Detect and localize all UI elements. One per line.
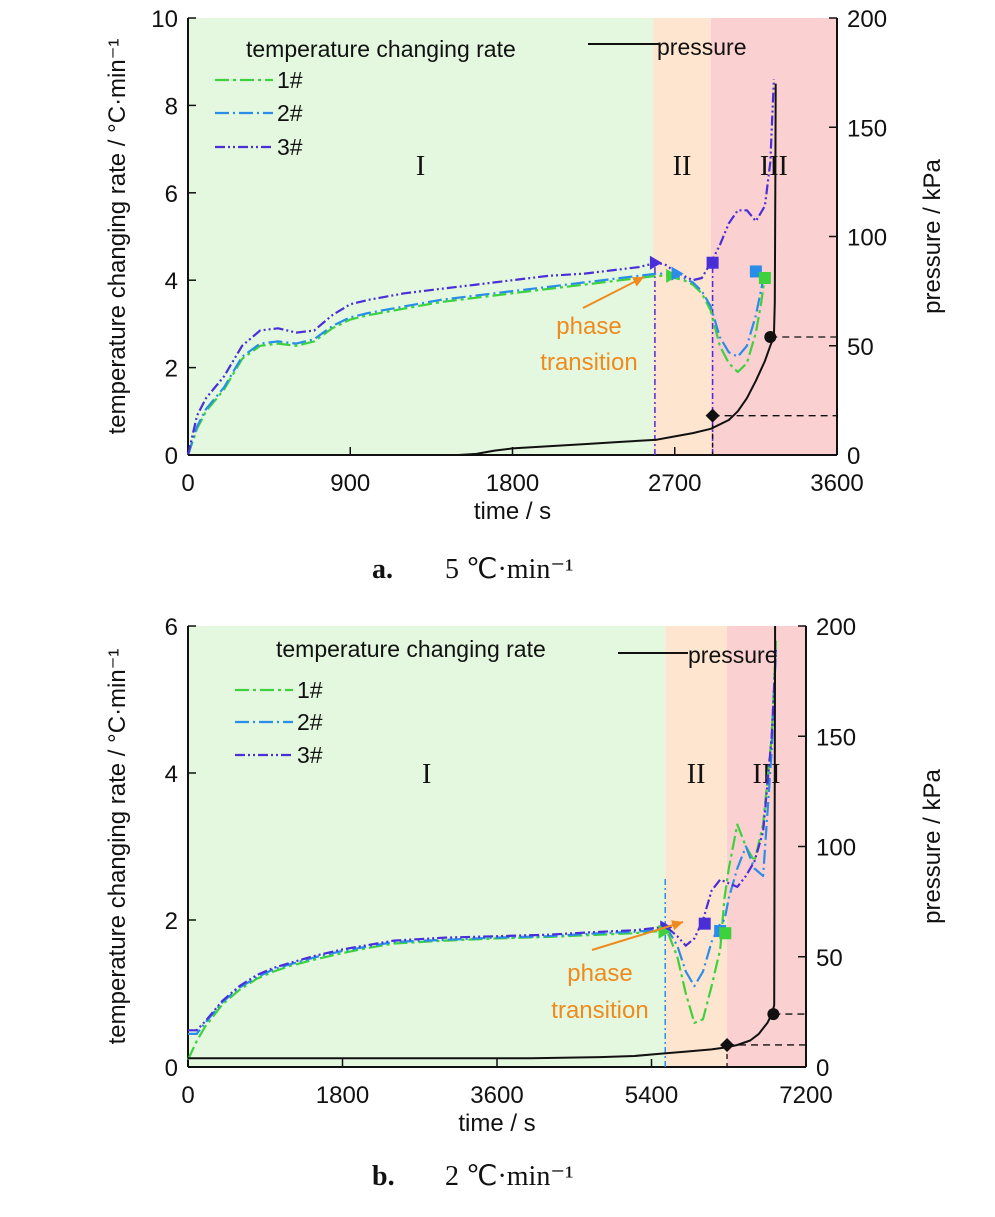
series-line-2 [186,271,766,456]
legend-label-3: 3# [297,742,323,768]
x-tick-label: 2700 [648,470,701,497]
region-2-label: II [687,759,706,790]
region-3-band [727,626,806,1067]
legend-pressure-label: pressure [688,642,777,668]
y-tick-label: 2 [165,356,178,383]
region-2-band [653,18,711,455]
y2-axis-label: pressure / kPa [919,158,946,313]
x-tick-label: 3600 [810,470,863,497]
series-line-2 [188,647,778,1035]
legend-pressure-label: pressure [657,34,746,60]
y-tick-label: 4 [165,268,178,295]
annotation-line2: transition [551,997,648,1024]
y-tick-label: 8 [165,93,178,120]
y-axis-label: temperature changing rate / °C·min⁻¹ [104,649,131,1045]
annotation-line2: transition [540,349,637,376]
caption-text: 2 ℃·min⁻¹ [445,1161,574,1192]
region-1-label: I [422,759,431,790]
annotation-arrow-shaft [591,921,684,951]
y-tick-label: 6 [165,614,178,641]
transition-marker-square [719,927,732,940]
region-1-label: I [416,151,425,182]
annotation-line1: phase [567,960,632,987]
annotation-line1: phase [556,313,621,340]
transition-marker-square [706,256,719,269]
y-tick-label: 4 [165,761,178,788]
x-tick-label: 0 [181,470,194,497]
y2-tick-label: 200 [847,6,887,33]
region-2-band [665,626,728,1067]
y2-tick-label: 200 [816,614,856,641]
series-line-1 [186,274,766,456]
transition-marker-triangle [649,255,662,270]
annotation-arrow-head [632,277,644,287]
y2-tick-label: 150 [847,115,887,142]
pressure-marker-dot [767,1008,780,1021]
y-tick-label: 0 [165,1055,178,1082]
series-line-1 [187,640,778,1061]
y-tick-label: 6 [165,181,178,208]
y-tick-label: 10 [151,6,178,33]
legend-label-2: 2# [277,100,303,126]
y2-tick-label: 50 [816,945,843,972]
x-tick-label: 900 [330,470,370,497]
x-tick-label: 7200 [779,1082,832,1109]
y2-tick-label: 0 [816,1055,829,1082]
region-3-band [710,18,837,455]
legend-title: temperature changing rate [276,636,546,662]
region-1-band [188,626,666,1067]
y-tick-label: 0 [165,443,178,470]
x-tick-label: 3600 [470,1082,523,1109]
series-line-3 [188,647,778,1032]
series-line-3 [186,79,775,456]
x-tick-label: 0 [181,1082,194,1109]
y-axis-label: temperature changing rate / °C·min⁻¹ [104,39,131,435]
series-line-pressure [188,83,777,456]
caption-letter: b. [372,1161,395,1192]
x-axis-label: time / s [474,498,551,525]
pressure-marker-dot [764,331,777,344]
transition-marker-square [758,272,771,285]
legend-label-1: 1# [297,677,323,703]
transition-marker-triangle [671,266,684,281]
annotation-arrow-head [671,920,683,931]
y2-tick-label: 50 [847,334,874,361]
x-tick-label: 5400 [625,1082,678,1109]
caption-letter: a. [372,554,393,585]
y2-tick-label: 150 [816,724,856,751]
legend-title: temperature changing rate [246,36,516,62]
x-axis-label: time / s [458,1110,535,1137]
x-tick-label: 1800 [316,1082,369,1109]
region-3-label: III [760,151,788,182]
transition-marker-square [749,265,762,278]
transition-marker-square [698,917,711,930]
y2-tick-label: 100 [847,225,887,252]
x-tick-label: 1800 [486,470,539,497]
y2-axis-label: pressure / kPa [919,768,946,923]
caption-text: 5 ℃·min⁻¹ [445,554,574,585]
y-tick-label: 2 [165,908,178,935]
y2-tick-label: 0 [847,443,860,470]
legend-label-2: 2# [297,709,323,735]
y2-tick-label: 100 [816,835,856,862]
legend-label-3: 3# [277,134,303,160]
annotation-arrow-shaft [582,276,645,309]
region-1-band [188,18,654,455]
region-2-label: II [673,151,692,182]
legend-label-1: 1# [277,67,303,93]
